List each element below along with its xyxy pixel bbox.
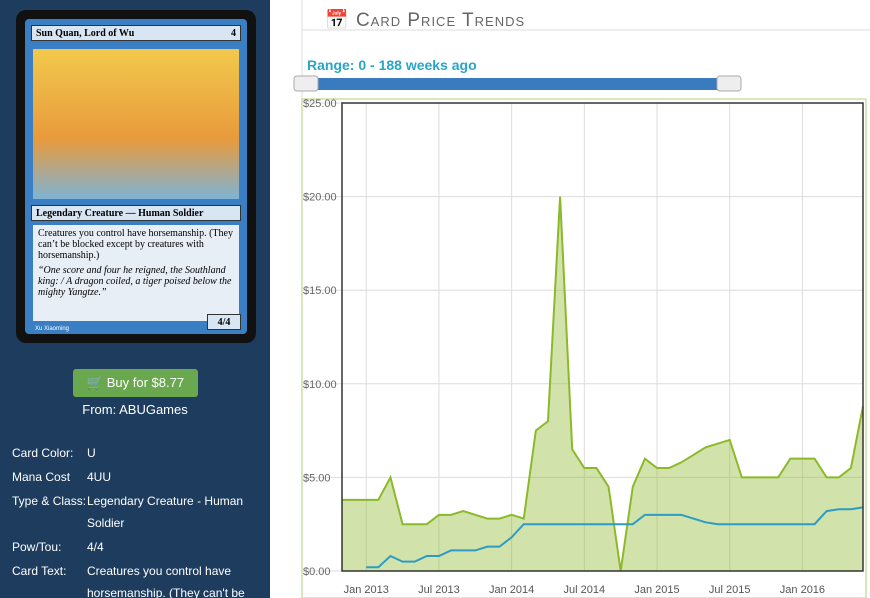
detail-value: U [87,446,96,460]
x-tick-label: Jul 2013 [418,584,460,596]
x-tick-label: Jul 2015 [709,584,751,596]
x-tick-label: Jul 2014 [564,584,606,596]
x-tick-label: Jan 2015 [634,584,679,596]
price-line [342,196,864,572]
chart-frame [301,98,867,598]
price-area [342,196,863,571]
range-label: Range: 0 - 188 weeks ago [307,57,477,73]
detail-value: 4UU [87,470,112,484]
x-tick-label: Jan 2014 [489,584,534,596]
y-tick-label: $20.00 [303,192,337,204]
detail-label: Card Text: [12,564,67,578]
title-text: Card Price Trends [355,10,526,31]
y-tick-label: $0.00 [303,566,331,578]
detail-label: Mana Cost [12,470,71,484]
card-flavor: “One score and four he reigned, the Sout… [38,265,232,298]
x-tick-label: Jan 2016 [780,584,825,596]
card-name-text: Sun Quan, Lord of Wu [36,28,135,39]
detail-value: Creatures you control have horsemanship.… [87,564,245,598]
detail-label: Card Color: [12,446,74,460]
card-art [33,49,239,199]
y-tick-label: $15.00 [303,285,337,297]
x-tick-label: Jan 2013 [344,584,389,596]
card-type: Legendary Creature — Human Soldier [31,205,241,221]
slider-handle[interactable] [293,75,319,92]
price-line [366,506,864,569]
card-image: Sun Quan, Lord of Wu 4 Legendary Creature… [16,10,256,343]
card-name: Sun Quan, Lord of Wu 4 [31,25,241,41]
slider-handle[interactable] [716,75,742,92]
card-artist: Xu Xiaoming [35,326,70,332]
y-tick-label: $5.00 [303,472,331,484]
buy-button[interactable]: 🛒 Buy for $8.77 [73,369,198,397]
y-tick-label: $10.00 [303,379,337,391]
detail-label: Type & Class: [12,494,87,508]
card-pt: 4/4 [207,314,241,330]
y-tick-label: $25.00 [303,98,337,110]
buy-source: From: ABUGames [82,402,188,417]
range-slider[interactable] [298,78,740,90]
section-title: 📅 Card Price Trends [325,10,526,31]
detail-value: 4/4 [87,540,104,554]
buy-label: Buy for $8.77 [106,375,185,390]
plot-border [341,102,864,572]
detail-label: Pow/Tou: [12,540,62,554]
card-mana: 4 [231,28,236,39]
detail-value: Legendary Creature - Human Soldier [87,494,244,530]
card-textbox: Creatures you control have horsemanship.… [33,225,239,321]
card-panel: Sun Quan, Lord of Wu 4 Legendary Creature… [0,0,270,598]
card-rules: Creatures you control have horsemanship.… [38,228,233,261]
